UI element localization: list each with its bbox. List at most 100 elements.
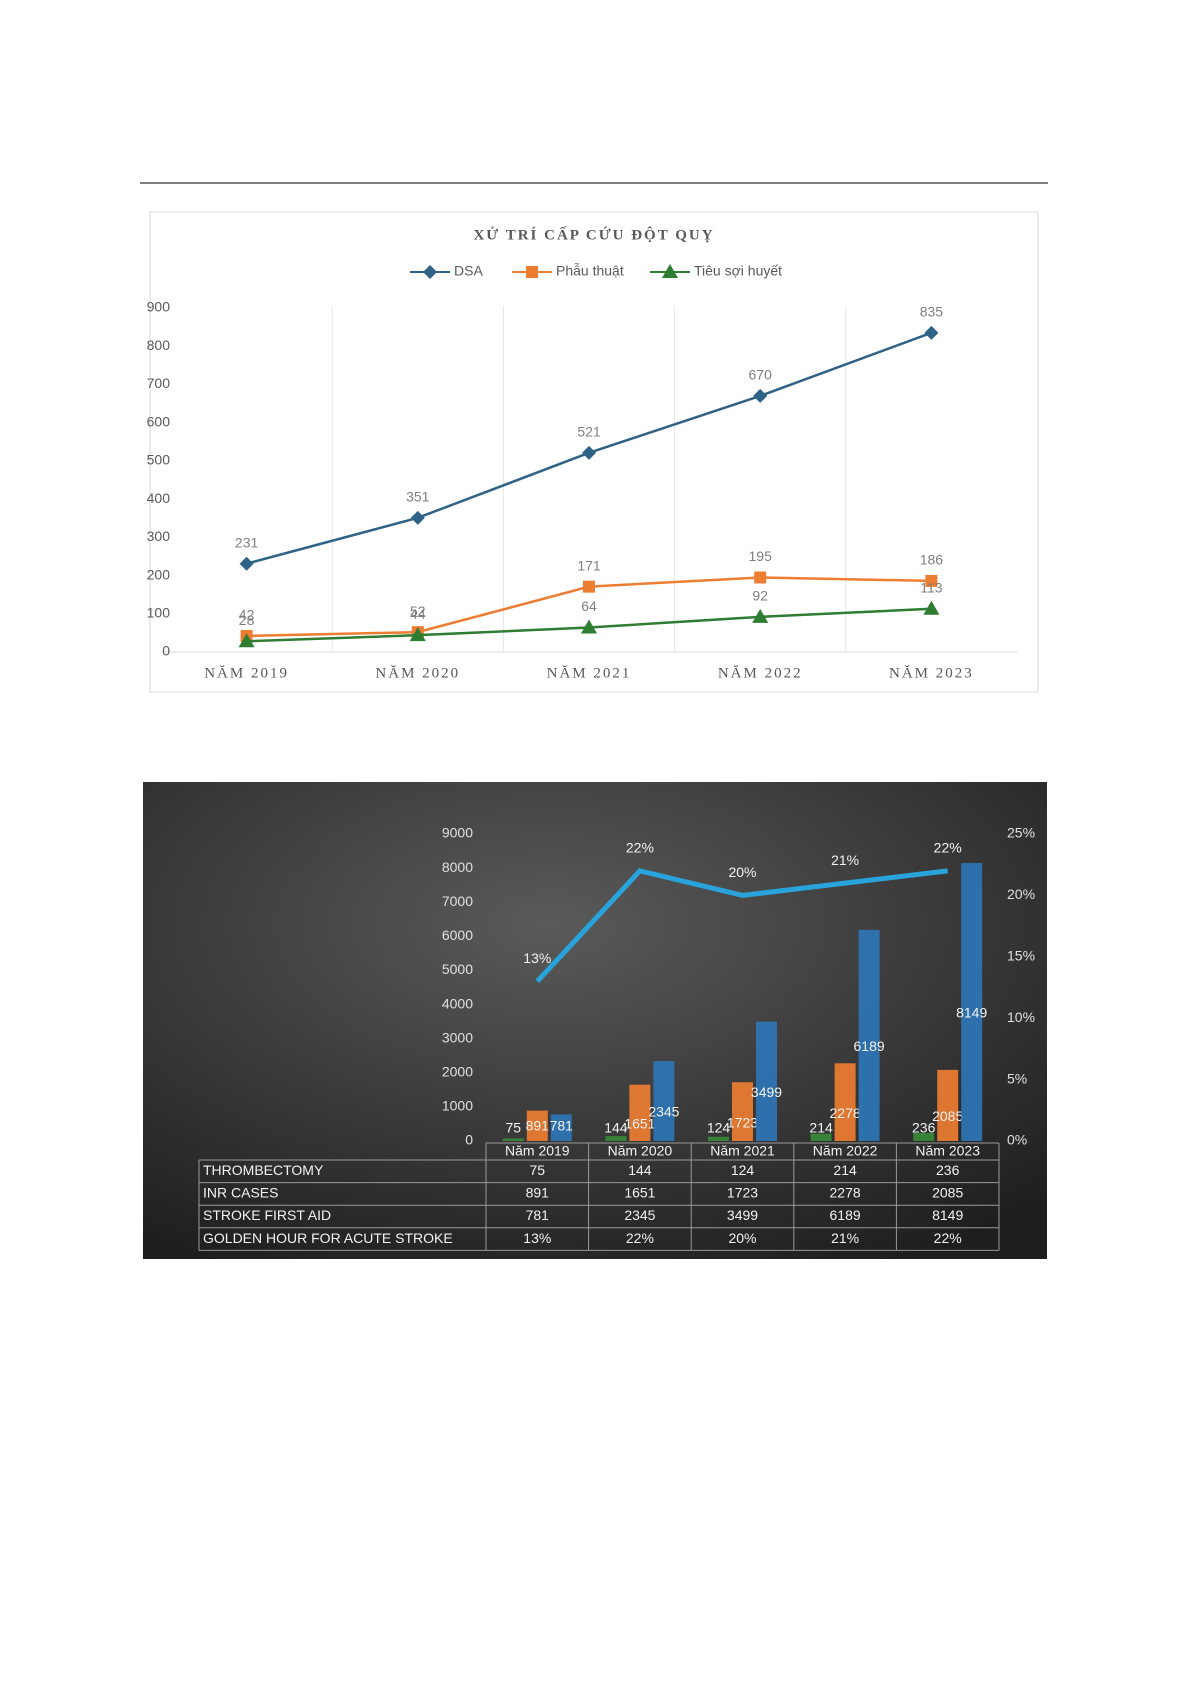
data-label: 2345 [648,1104,679,1120]
point [925,574,938,587]
x-tick-label: Năm 2019 [505,1143,570,1159]
data-label: 231 [235,534,259,550]
bar [502,1138,524,1141]
data-label: 236 [912,1120,936,1136]
series-line [535,868,948,984]
y2-tick-label: 15% [1007,948,1035,964]
table-cell: 13% [523,1230,551,1246]
bar [961,863,983,1141]
table-cell: 2278 [830,1185,861,1201]
x-tick-label: Năm 2020 [608,1143,673,1159]
y-tick-label: 700 [147,375,171,391]
point [754,571,767,584]
bar [550,1114,572,1141]
bar [937,1069,959,1141]
point [924,325,939,340]
chart-title: XỬ TRÍ CẤP CỨU ĐỘT QUỴ [473,226,714,243]
data-label: 22% [934,840,962,856]
data-label: 171 [577,557,601,573]
table-cell: 8149 [932,1207,963,1223]
x-tick-label: NĂM 2022 [718,664,803,681]
data-label: 52 [410,603,426,619]
table-cell: 1651 [624,1185,655,1201]
x-tick-label: NĂM 2021 [547,664,632,681]
data-label: 351 [406,489,430,505]
y-tick-label: 7000 [442,893,473,909]
bar [732,1082,753,1141]
legend-label: Phẫu thuật [556,263,624,279]
x-tick-label: Năm 2021 [710,1143,775,1159]
data-label: 2085 [932,1108,963,1124]
point [582,445,596,460]
legend-label: STROKE FIRST AID [203,1207,331,1223]
legend-label: INR CASES [203,1185,278,1201]
y-tick-label: 2000 [442,1063,473,1079]
x-tick-label: NĂM 2019 [204,664,289,681]
table-cell: 1723 [727,1185,758,1201]
y-tick-label: 9000 [442,825,473,841]
point [753,388,768,403]
point [662,264,678,278]
point [923,600,940,615]
y-tick-label: 600 [147,413,171,429]
bar [605,1136,627,1141]
point [410,510,425,525]
data-label: 186 [920,552,944,568]
bar [913,1132,935,1141]
y-tick-label: 500 [147,452,171,468]
data-label: 521 [577,424,601,440]
chart-2: 0 1000 2000 3000 4000 5000 6000 7000 8000 9000 0% 5… [198,825,1035,1251]
data-label: 2278 [830,1105,861,1121]
x-tick-label: Năm 2022 [813,1143,878,1159]
data-label: 124 [707,1120,731,1136]
y-tick-label: 200 [147,566,171,582]
data-label: 3499 [751,1084,782,1100]
table-cell: 6189 [830,1207,861,1223]
table-cell: 21% [831,1230,859,1246]
data-label: 44 [410,606,426,622]
bar [834,1063,856,1141]
legend-label: THROMBECTOMY [203,1162,324,1178]
table-cell: 781 [526,1207,550,1223]
bar [629,1084,651,1141]
point [583,580,595,593]
point [409,627,426,642]
y-tick-label: 100 [147,604,171,620]
point [239,556,254,571]
y-tick-label: 0 [465,1132,473,1148]
table-cell: 124 [731,1162,755,1178]
table-cell: 2085 [932,1185,963,1201]
bar [858,929,880,1141]
data-label: 28 [239,612,255,628]
y-tick-label: 900 [147,299,171,315]
bar [526,1110,548,1141]
y2-tick-label: 25% [1007,825,1035,841]
table-cell: 891 [526,1185,550,1201]
data-label: 670 [749,367,773,383]
y-tick-label: 800 [147,337,171,353]
data-label: 195 [749,548,773,564]
y2-tick-label: 10% [1007,1009,1035,1025]
table-cell: 214 [833,1162,857,1178]
table-cell: 144 [628,1162,652,1178]
table-cell: 236 [936,1162,960,1178]
data-label: 113 [920,580,943,596]
legend-label: DSA [454,263,483,279]
legend-label: Tiêu sợi huyết [694,263,782,279]
table-cell: 2345 [624,1207,655,1223]
point [752,608,769,623]
x-tick-label: NĂM 2023 [889,664,974,681]
data-label: 13% [523,950,551,966]
data-label: 92 [752,588,768,604]
y-tick-label: 1000 [442,1098,473,1114]
data-label: 214 [809,1120,833,1136]
y-tick-label: 6000 [442,927,473,943]
data-label: 20% [728,864,756,880]
y2-tick-label: 0% [1007,1132,1027,1148]
data-label: 21% [831,852,859,868]
data-label: 144 [604,1120,628,1136]
data-label: 6189 [854,1038,885,1054]
table-cell: 22% [934,1230,962,1246]
point [581,619,597,634]
